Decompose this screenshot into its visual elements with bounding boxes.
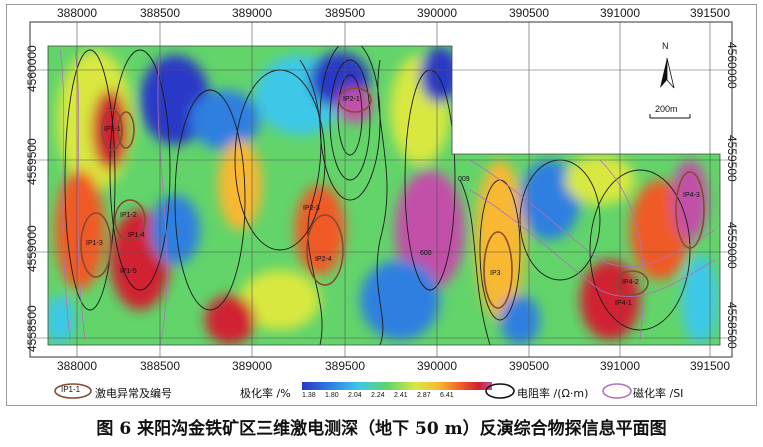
legend-color-value: 1.80 [325,392,339,399]
map-border [47,45,721,346]
scale-bar [649,114,691,119]
anomaly-label: IP1-2 [120,212,137,219]
x-tick-label: 389500 [324,6,366,20]
anomaly-label: IP4-2 [622,279,639,286]
legend-color-value: 6.41 [440,392,454,399]
x-tick-label: 388500 [139,359,181,373]
x-tick-label: 391000 [599,359,641,373]
susceptibility-contours [59,49,716,345]
x-tick-label: 388500 [139,6,181,20]
x-tick-label: 389500 [324,359,366,373]
anomaly-label: IP1-4 [128,232,145,239]
contour-label: 009 [458,176,470,183]
anomaly-label: IP2-1 [343,96,360,103]
legend-polarizability-title: 极化率 /% [240,387,291,400]
anomaly-label: IP2-3 [303,205,320,212]
legend-anomaly-label: IP1-1 [61,385,81,394]
x-tick-label: 388000 [56,6,98,20]
legend-resistivity-text: 电阻率 /(Ω·m) [517,387,589,400]
north-arrow [660,57,675,89]
legend-resistivity-symbol [485,383,515,399]
map-grid [30,22,732,357]
anomaly-label: IP3 [490,270,501,277]
legend-color-value: 2.24 [371,392,385,399]
legend-color-value: 1.38 [302,392,316,399]
legend-color-value: 2.87 [417,392,431,399]
anomaly-label: IP4-1 [615,300,632,307]
x-tick-label: 391500 [689,6,731,20]
resistivity-contours [64,46,691,345]
legend-color-value: 2.41 [394,392,408,399]
anomaly-outlines [80,87,705,309]
x-tick-label: 390000 [416,359,458,373]
x-tick-label: 389000 [231,359,273,373]
map-frame [29,21,733,358]
anomaly-label: IP1-1 [104,126,121,133]
contour-label: 600 [420,250,432,257]
x-tick-label: 390500 [508,6,550,20]
anomaly-label: IP1-3 [86,240,103,247]
figure-frame [6,4,757,406]
figure-caption: 图 6 来阳沟金铁矿区三维激电测深（地下 50 m）反演综合物探信息平面图 [96,419,667,439]
x-tick-label: 391000 [599,6,641,20]
north-label: N [662,41,669,51]
x-tick-label: 391500 [689,359,731,373]
legend-anomaly-symbol [54,383,92,399]
x-tick-label: 390000 [416,6,458,20]
x-tick-label: 388000 [56,359,98,373]
legend-susceptibility-symbol [602,383,632,399]
anomaly-label: IP1-5 [120,268,137,275]
x-tick-label: 390500 [508,359,550,373]
legend-graphics [54,382,632,399]
scale-label: 200m [655,104,678,114]
legend-color-ramp [302,382,492,390]
legend-color-value: 2.04 [348,392,362,399]
anomaly-label: IP2-4 [315,256,332,263]
anomaly-label: IP4-3 [683,192,700,199]
legend-anomaly-text: 激电异常及编号 [95,387,172,400]
legend-susceptibility-text: 磁化率 /SI [633,387,684,400]
x-tick-label: 389000 [231,6,273,20]
